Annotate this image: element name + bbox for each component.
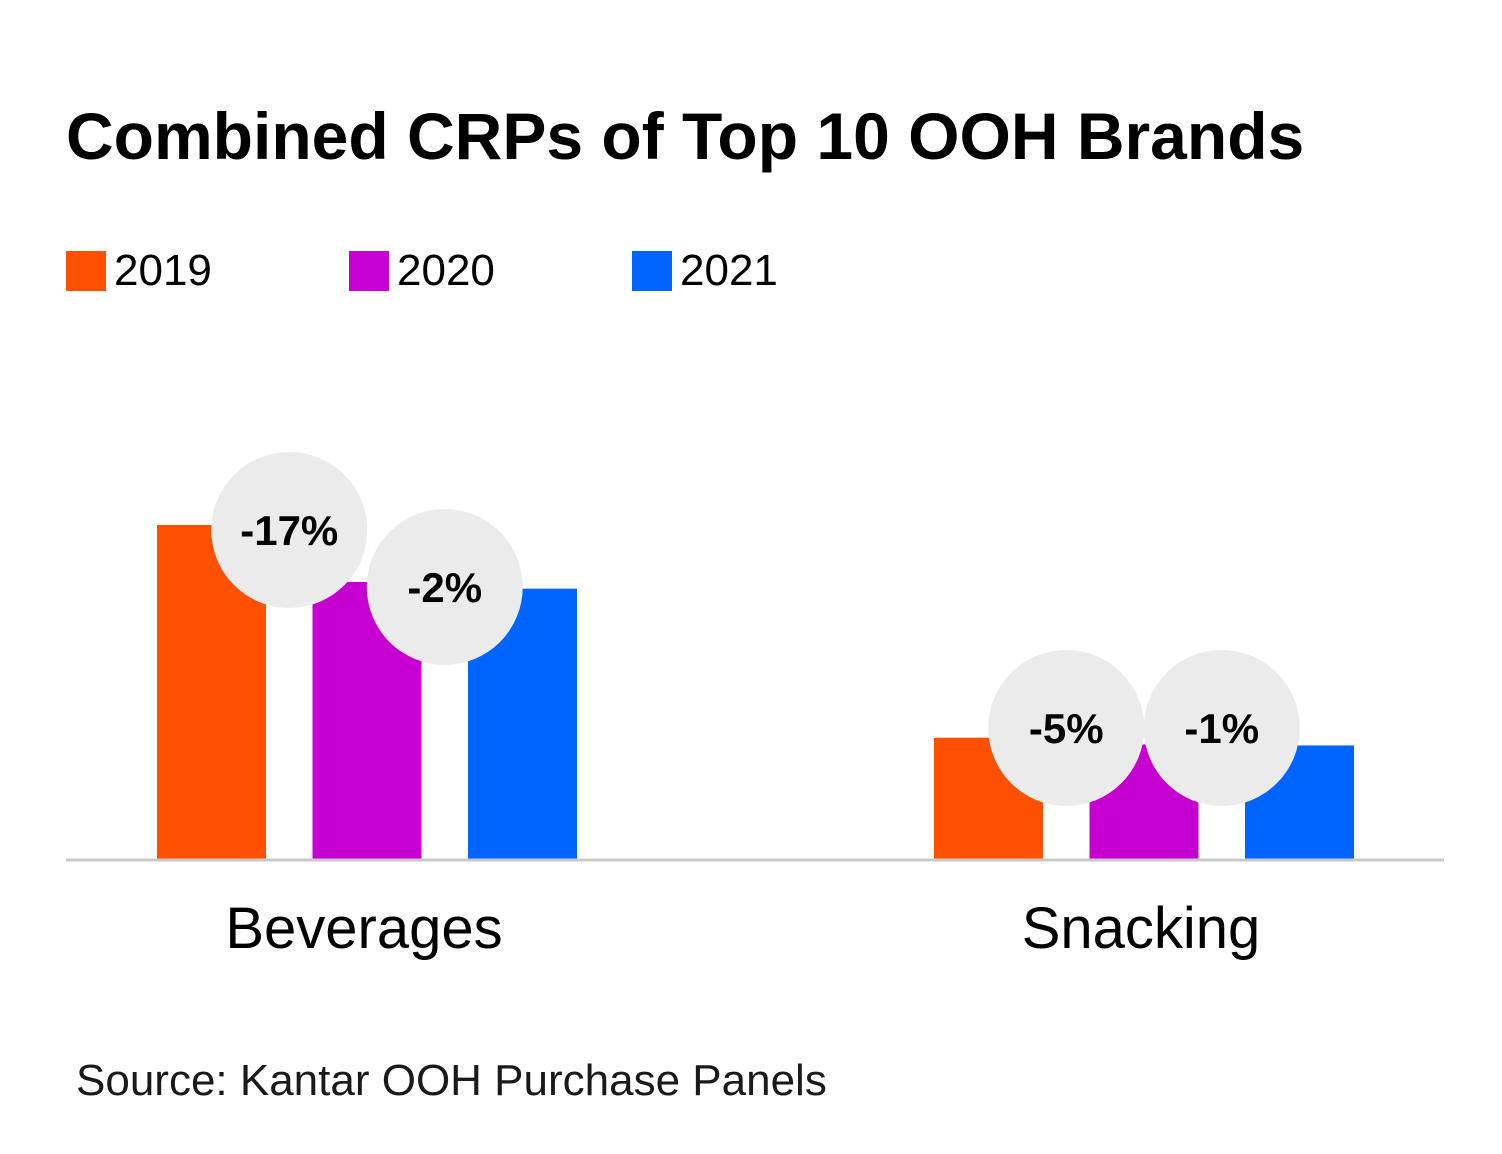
- legend-label-2020: 2020: [397, 246, 495, 295]
- change-label-beverages-2020-2021: -2%: [407, 564, 482, 611]
- change-label-beverages-2019-2020: -17%: [240, 507, 338, 554]
- legend-swatch-2019: [66, 251, 106, 291]
- chart-title: Combined CRPs of Top 10 OOH Brands: [66, 99, 1305, 173]
- legend-item-2019: 2019: [66, 246, 212, 295]
- change-badge-snacking-2019-2020: [988, 650, 1145, 806]
- legend-label-2021: 2021: [680, 246, 778, 295]
- change-label-snacking-2020-2021: -1%: [1184, 705, 1259, 752]
- change-badge-beverages-2020-2021: [366, 508, 523, 665]
- legend-swatch-2021: [632, 251, 672, 291]
- change-badge-beverages-2019-2020: [211, 452, 368, 608]
- legend-item-2021: 2021: [632, 246, 778, 295]
- source-note: Source: Kantar OOH Purchase Panels: [76, 1056, 827, 1105]
- legend-item-2020: 2020: [349, 246, 495, 295]
- legend-label-2019: 2019: [114, 246, 212, 295]
- change-label-snacking-2019-2020: -5%: [1029, 705, 1104, 752]
- category-label-snacking: Snacking: [1022, 896, 1261, 961]
- category-label-beverages: Beverages: [225, 896, 502, 961]
- legend-swatch-2020: [349, 251, 389, 291]
- change-badge-snacking-2020-2021: [1143, 650, 1300, 806]
